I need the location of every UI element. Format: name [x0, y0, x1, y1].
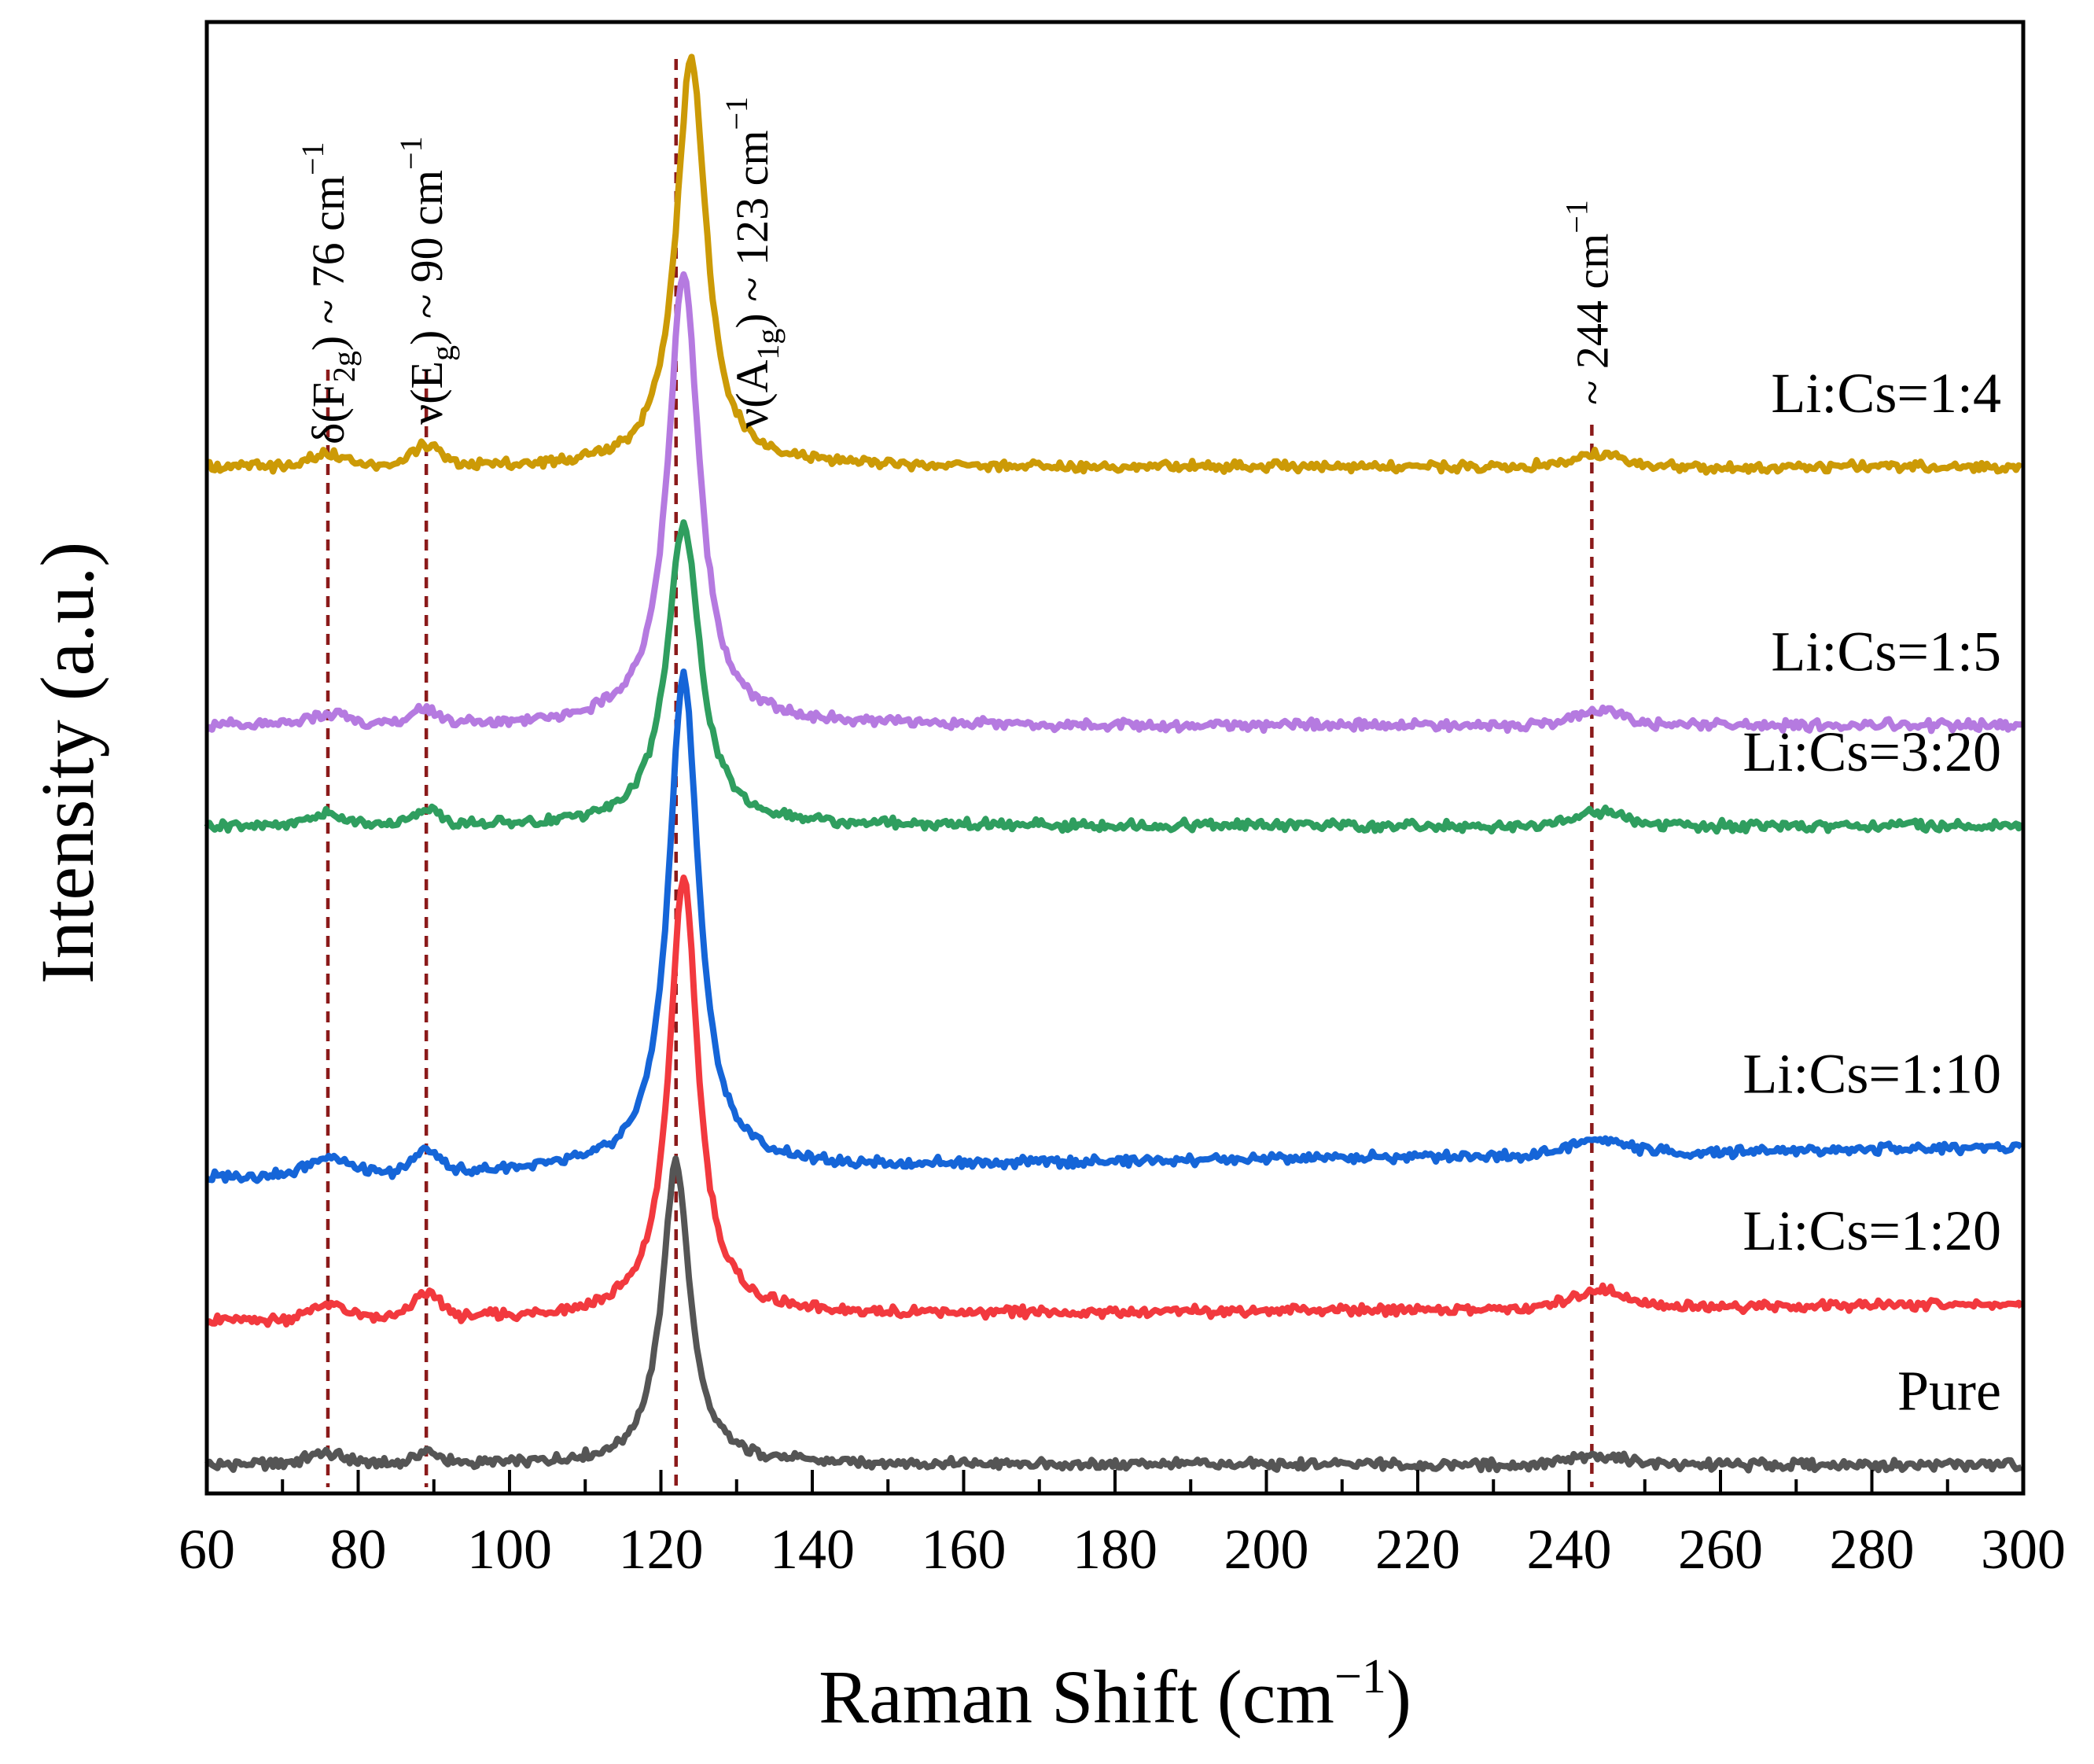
x-tick-label: 200: [1224, 1518, 1309, 1581]
peak-annotation: ~ 244 cm−1: [1559, 200, 1617, 405]
plot-frame: [204, 20, 2026, 1496]
x-tick-label: 120: [619, 1518, 704, 1581]
x-tick-label: 80: [330, 1518, 387, 1581]
x-tick-label: 160: [922, 1518, 1007, 1581]
x-axis-title: Raman Shift (cm−1): [819, 1650, 1411, 1739]
series-label: Pure: [1897, 1359, 2001, 1422]
x-tick-label: 280: [1830, 1518, 1915, 1581]
series-line: [204, 519, 2025, 835]
x-tick-label: 260: [1678, 1518, 1763, 1581]
x-tick-label: 300: [1981, 1518, 2066, 1581]
series-label: Li:Cs=1:4: [1771, 362, 2001, 425]
x-tick-label: 100: [467, 1518, 552, 1581]
x-axis-ticks: 60 80 100 120 140 160 180 200 220 240 260 280 300: [178, 1470, 2066, 1581]
peak-annotation: ν(A1g) ~ 123 cm−1: [719, 97, 786, 429]
x-tick-label: 60: [178, 1518, 235, 1581]
peak-annotation: ν(Eg) ~ 90 cm−1: [393, 136, 460, 425]
peak-annotations: δ(F2g) ~ 76 cm−1 ν(Eg) ~ 90 cm−1 ν(A1g) ~ …: [295, 97, 1617, 444]
x-tick-label: 220: [1375, 1518, 1460, 1581]
series-line: [205, 668, 2024, 1184]
series-line: [204, 1155, 2022, 1474]
x-tick-label: 180: [1073, 1518, 1157, 1581]
x-tick-label: 140: [770, 1518, 855, 1581]
series-line: [204, 875, 2025, 1328]
series-label: Li:Cs=1:10: [1743, 1043, 2001, 1106]
series-label: Li:Cs=3:20: [1743, 720, 2001, 783]
y-axis-title: Intensity (a.u.): [25, 542, 109, 985]
reference-lines: [326, 59, 1594, 1487]
series-label: Li:Cs=1:5: [1771, 620, 2001, 683]
x-tick-label: 240: [1527, 1518, 1612, 1581]
series-lines: [204, 53, 2025, 1474]
series-line: [204, 271, 2022, 735]
peak-annotation: δ(F2g) ~ 76 cm−1: [295, 142, 362, 444]
series-line: [206, 53, 2023, 476]
series-labels: Pure Li:Cs=1:20 Li:Cs=1:10 Li:Cs=3:20 Li:Cs=…: [1743, 362, 2001, 1423]
series-label: Li:Cs=1:20: [1743, 1199, 2001, 1262]
